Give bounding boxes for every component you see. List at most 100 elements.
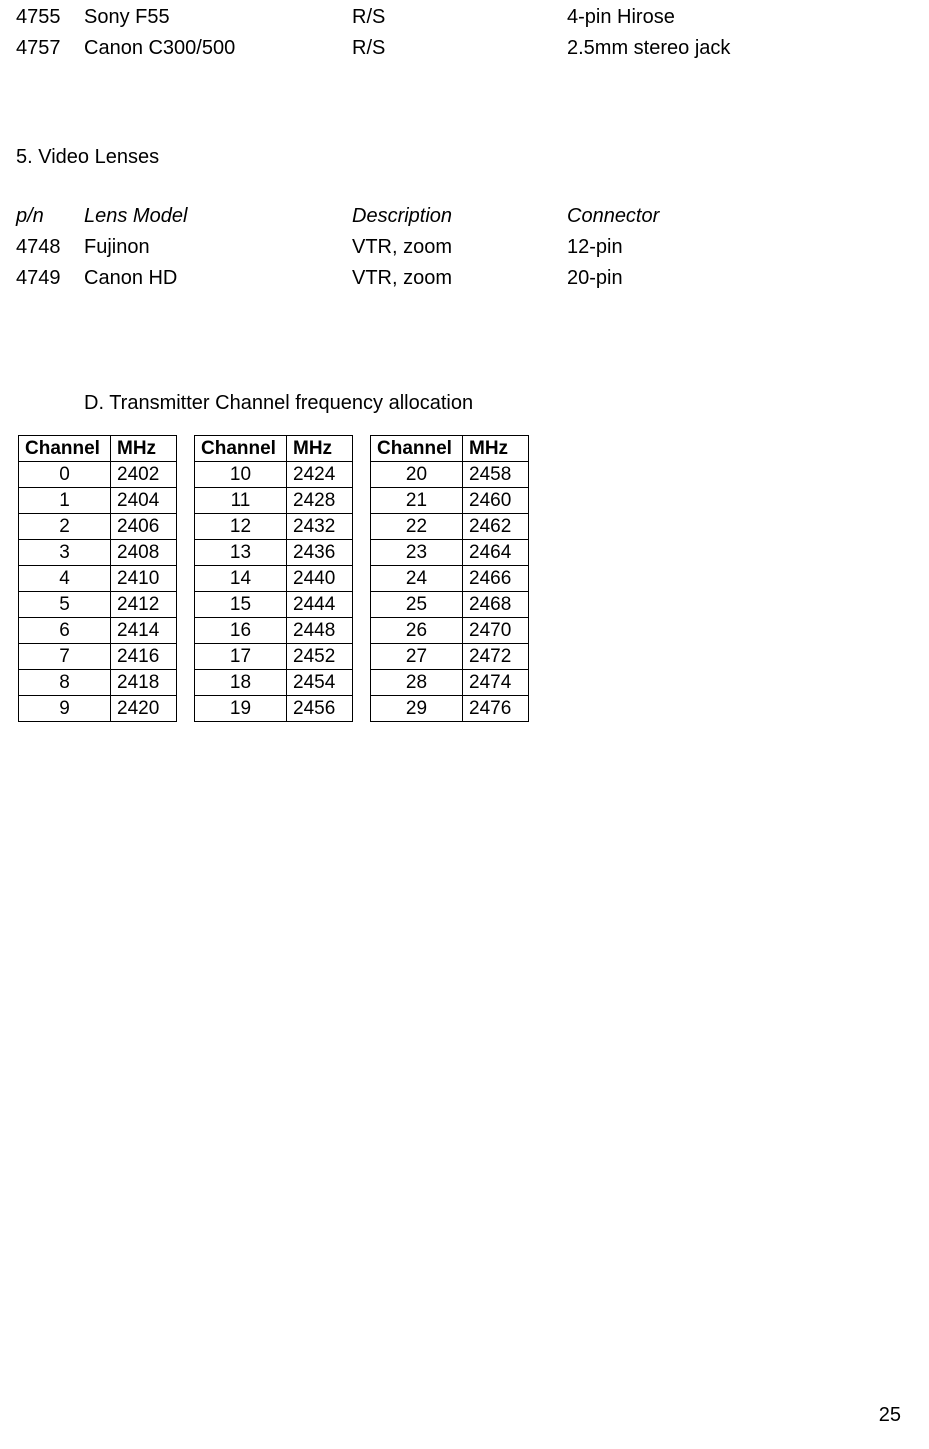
cell-mhz: 2424: [287, 462, 353, 488]
cell-channel: 2: [19, 514, 111, 540]
cell-channel: 21: [371, 488, 463, 514]
cell-channel: 8: [19, 670, 111, 696]
table-row: 12404112428212460: [19, 488, 529, 514]
cell-model: Canon HD: [84, 263, 352, 294]
column-gap: [353, 566, 371, 592]
cell-pn: 4755: [16, 2, 84, 33]
column-gap: [353, 488, 371, 514]
cell-pn: 4749: [16, 263, 84, 294]
column-gap: [177, 566, 195, 592]
cell-connector: 2.5mm stereo jack: [567, 33, 913, 64]
cell-channel: 19: [195, 696, 287, 722]
cell-mhz: 2476: [463, 696, 529, 722]
cell-mhz: 2468: [463, 592, 529, 618]
cell-desc: R/S: [352, 33, 567, 64]
table-row: 52412152444252468: [19, 592, 529, 618]
cell-mhz: 2420: [111, 696, 177, 722]
column-gap: [353, 540, 371, 566]
header-pn: p/n: [16, 201, 84, 232]
cell-mhz: 2414: [111, 618, 177, 644]
cell-mhz: 2412: [111, 592, 177, 618]
header-channel: Channel: [371, 436, 463, 462]
table-row: 4749 Canon HD VTR, zoom 20-pin: [16, 263, 913, 294]
header-model: Lens Model: [84, 201, 352, 232]
cell-channel: 27: [371, 644, 463, 670]
cell-mhz: 2470: [463, 618, 529, 644]
column-gap: [177, 670, 195, 696]
cell-mhz: 2452: [287, 644, 353, 670]
header-desc: Description: [352, 201, 567, 232]
cell-channel: 12: [195, 514, 287, 540]
cell-channel: 23: [371, 540, 463, 566]
cell-channel: 5: [19, 592, 111, 618]
cell-mhz: 2408: [111, 540, 177, 566]
cell-model: Canon C300/500: [84, 33, 352, 64]
column-gap: [353, 514, 371, 540]
header-mhz: MHz: [111, 436, 177, 462]
table-header-row: Channel MHz Channel MHz Channel MHz: [19, 436, 529, 462]
cell-channel: 20: [371, 462, 463, 488]
cell-mhz: 2444: [287, 592, 353, 618]
cell-channel: 14: [195, 566, 287, 592]
cell-channel: 24: [371, 566, 463, 592]
cell-desc: VTR, zoom: [352, 232, 567, 263]
column-gap: [353, 618, 371, 644]
column-gap: [353, 592, 371, 618]
cell-channel: 16: [195, 618, 287, 644]
cell-mhz: 2440: [287, 566, 353, 592]
table-row: 92420192456292476: [19, 696, 529, 722]
cell-mhz: 2406: [111, 514, 177, 540]
cell-mhz: 2456: [287, 696, 353, 722]
camera-table-fragment: 4755 Sony F55 R/S 4-pin Hirose 4757 Cano…: [16, 2, 913, 64]
cell-mhz: 2448: [287, 618, 353, 644]
cell-mhz: 2466: [463, 566, 529, 592]
cell-mhz: 2402: [111, 462, 177, 488]
header-channel: Channel: [19, 436, 111, 462]
cell-mhz: 2428: [287, 488, 353, 514]
column-gap: [177, 696, 195, 722]
column-gap: [177, 618, 195, 644]
cell-mhz: 2474: [463, 670, 529, 696]
column-gap: [353, 436, 371, 462]
cell-pn: 4757: [16, 33, 84, 64]
cell-mhz: 2462: [463, 514, 529, 540]
cell-mhz: 2432: [287, 514, 353, 540]
cell-mhz: 2458: [463, 462, 529, 488]
table-row: 72416172452272472: [19, 644, 529, 670]
cell-mhz: 2472: [463, 644, 529, 670]
lens-table: p/n Lens Model Description Connector 474…: [16, 201, 913, 294]
cell-channel: 6: [19, 618, 111, 644]
cell-mhz: 2410: [111, 566, 177, 592]
cell-channel: 25: [371, 592, 463, 618]
cell-channel: 22: [371, 514, 463, 540]
cell-channel: 17: [195, 644, 287, 670]
cell-channel: 7: [19, 644, 111, 670]
cell-model: Fujinon: [84, 232, 352, 263]
table-row: 22406 122432 222462: [19, 514, 529, 540]
page-number: 25: [879, 1404, 901, 1427]
cell-connector: 4-pin Hirose: [567, 2, 913, 33]
column-gap: [353, 462, 371, 488]
cell-connector: 12-pin: [567, 232, 913, 263]
table-row: 4757 Canon C300/500 R/S 2.5mm stereo jac…: [16, 33, 913, 64]
table-row: 4755 Sony F55 R/S 4-pin Hirose: [16, 2, 913, 33]
column-gap: [177, 592, 195, 618]
cell-channel: 0: [19, 462, 111, 488]
table-row: 82418182454282474: [19, 670, 529, 696]
table-header-row: p/n Lens Model Description Connector: [16, 201, 913, 232]
frequency-table: Channel MHz Channel MHz Channel MHz 0240…: [18, 435, 529, 722]
column-gap: [353, 644, 371, 670]
column-gap: [177, 514, 195, 540]
cell-mhz: 2418: [111, 670, 177, 696]
cell-desc: R/S: [352, 2, 567, 33]
column-gap: [353, 670, 371, 696]
cell-channel: 1: [19, 488, 111, 514]
table-row: 42410 142440 242466: [19, 566, 529, 592]
header-channel: Channel: [195, 436, 287, 462]
cell-channel: 29: [371, 696, 463, 722]
cell-mhz: 2436: [287, 540, 353, 566]
cell-channel: 4: [19, 566, 111, 592]
cell-connector: 20-pin: [567, 263, 913, 294]
column-gap: [177, 488, 195, 514]
header-mhz: MHz: [287, 436, 353, 462]
